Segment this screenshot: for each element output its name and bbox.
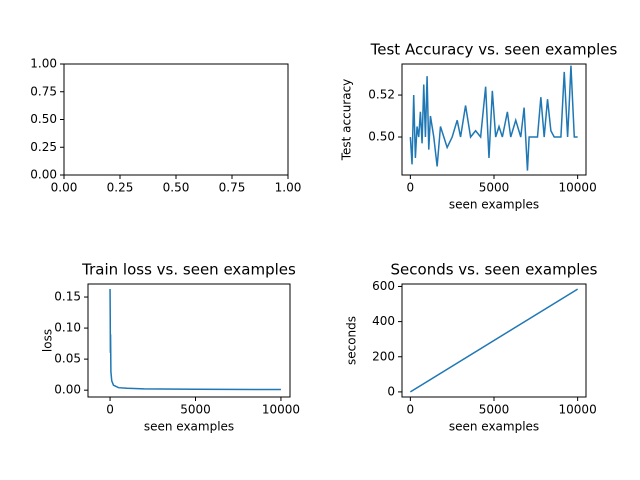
axes-frame (63, 63, 289, 176)
x-tick-label: 10000 (559, 403, 597, 417)
y-tick-label: 0.75 (30, 84, 57, 98)
chart-title: Seconds vs. seen examples (391, 261, 598, 279)
y-tick-label: 0.00 (54, 383, 81, 397)
x-axis-label: seen examples (449, 198, 539, 212)
chart-title: Test Accuracy vs. seen examples (370, 41, 618, 59)
x-tick-label: 0 (106, 403, 114, 417)
y-tick-label: 0.15 (54, 290, 81, 304)
data-line (109, 288, 281, 391)
x-tick-label: 0 (407, 181, 415, 195)
y-axis-label: seconds (345, 316, 359, 365)
y-tick-label: 0.50 (368, 130, 395, 144)
y-tick-label: 0.05 (54, 352, 81, 366)
data-line (409, 65, 578, 171)
y-tick-label: 0.00 (30, 168, 57, 182)
data-line (409, 288, 579, 393)
x-tick-label: 10000 (559, 181, 597, 195)
x-tick-label: 5000 (180, 403, 211, 417)
x-tick-label: 0.25 (107, 181, 134, 195)
y-axis-label: loss (41, 329, 55, 352)
y-tick-label: 200 (372, 349, 395, 363)
x-tick-label: 1.00 (275, 181, 302, 195)
y-tick-label: 0.52 (368, 88, 395, 102)
x-tick-label: 0 (407, 403, 415, 417)
x-tick-label: 5000 (479, 403, 510, 417)
axes-frame (87, 283, 291, 398)
x-tick-label: 5000 (479, 181, 510, 195)
y-tick-label: 0.10 (54, 321, 81, 335)
y-tick-label: 400 (372, 314, 395, 328)
chart-title: Train loss vs. seen examples (81, 261, 296, 279)
x-tick-label: 0.50 (163, 181, 190, 195)
y-tick-label: 0.50 (30, 112, 57, 126)
x-axis-label: seen examples (144, 420, 234, 434)
y-tick-label: 0 (387, 384, 395, 398)
x-tick-label: 10000 (262, 403, 300, 417)
y-tick-label: 1.00 (30, 57, 57, 71)
x-axis-label: seen examples (449, 420, 539, 434)
x-tick-label: 0.75 (219, 181, 246, 195)
x-tick-label: 0.00 (51, 181, 78, 195)
y-axis-label: Test accuracy (340, 79, 354, 162)
y-tick-label: 0.25 (30, 140, 57, 154)
y-tick-label: 600 (372, 279, 395, 293)
